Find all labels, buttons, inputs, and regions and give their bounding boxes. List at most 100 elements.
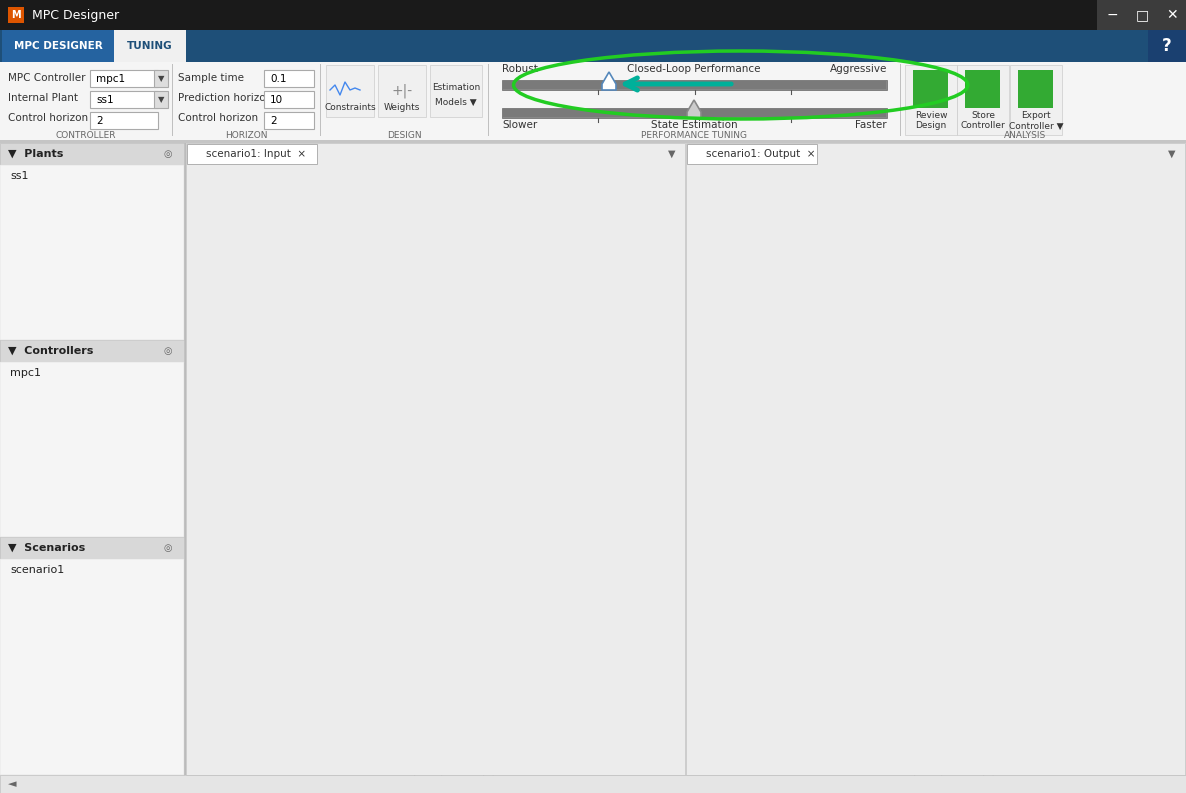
Text: ✕: ✕ [1166, 8, 1178, 22]
Text: 2: 2 [96, 116, 103, 126]
Polygon shape [602, 72, 616, 90]
Bar [264, 91, 314, 108]
Bar [0, 362, 184, 537]
Bar [2, 30, 114, 62]
Text: mpc1: mpc1 [96, 74, 126, 84]
Text: ss1: ss1 [96, 95, 114, 105]
Text: Weights: Weights [384, 104, 420, 113]
Text: ▼  Scenarios: ▼ Scenarios [8, 543, 85, 553]
Text: ss1: ss1 [9, 171, 28, 181]
Bar [0, 775, 1186, 793]
Bar [1127, 0, 1158, 30]
X-axis label: Time (seconds): Time (seconds) [407, 775, 497, 787]
Bar [1158, 0, 1186, 30]
Legend: mpc1: mpc1 [585, 225, 663, 247]
Text: HORIZON: HORIZON [225, 132, 267, 140]
Text: ▼: ▼ [158, 95, 164, 105]
X-axis label: Time (seconds): Time (seconds) [906, 775, 996, 787]
Text: scenario1: Input  ×: scenario1: Input × [206, 149, 306, 159]
Bar [114, 30, 186, 62]
Text: Prediction horizon: Prediction horizon [178, 93, 273, 103]
Bar [184, 143, 186, 775]
Text: Control horizon: Control horizon [8, 113, 88, 123]
Bar [264, 70, 314, 87]
Bar [186, 143, 686, 775]
Text: M: M [11, 10, 21, 20]
Text: TUNING: TUNING [127, 41, 173, 51]
Bar [0, 30, 1186, 62]
Text: 0.1: 0.1 [270, 74, 287, 84]
Bar [431, 65, 482, 117]
Text: Aggressive: Aggressive [830, 64, 887, 74]
Text: ▼  Controllers: ▼ Controllers [8, 346, 94, 356]
Bar [913, 70, 948, 108]
Bar [154, 91, 168, 108]
Bar [154, 70, 168, 87]
Text: Controller: Controller [961, 121, 1006, 131]
Text: PERFORMANCE TUNING: PERFORMANCE TUNING [640, 132, 747, 140]
Text: Robust: Robust [502, 64, 538, 74]
Title: Output Response (against internal plant): Output Response (against internal plant) [806, 205, 1096, 217]
Bar [0, 0, 1186, 30]
Legend: mpc1: mpc1 [1085, 225, 1163, 247]
Bar [90, 112, 158, 129]
Text: ANALYSIS: ANALYSIS [1003, 132, 1046, 140]
Text: Faster: Faster [855, 120, 887, 130]
Bar [905, 65, 957, 135]
Bar [0, 165, 184, 340]
Text: +|-: +|- [391, 84, 413, 98]
Bar [264, 112, 314, 129]
Bar [687, 144, 817, 164]
Text: −: − [1107, 8, 1118, 22]
Bar [0, 140, 1186, 143]
Text: ◎: ◎ [164, 149, 172, 159]
Text: Export: Export [1021, 112, 1051, 121]
Bar [0, 559, 184, 775]
Y-axis label: y1: y1 [689, 472, 703, 485]
Bar [1018, 70, 1053, 108]
Text: CONTROLLER: CONTROLLER [56, 132, 116, 140]
Text: mpc1: mpc1 [9, 368, 42, 378]
Text: ▼  Plants: ▼ Plants [8, 149, 63, 159]
Bar [965, 70, 1000, 108]
Text: Closed-Loop Performance: Closed-Loop Performance [627, 64, 760, 74]
Bar [8, 7, 24, 23]
Text: Design: Design [916, 121, 946, 131]
Text: Slower: Slower [502, 120, 537, 130]
Bar [326, 65, 374, 117]
Text: Constraints: Constraints [324, 104, 376, 113]
Text: State Estimation: State Estimation [651, 120, 738, 130]
Text: ▼: ▼ [668, 149, 676, 159]
Text: scenario1: Output  ×: scenario1: Output × [706, 149, 816, 159]
Text: ◄: ◄ [8, 779, 17, 789]
Text: Estimation: Estimation [432, 83, 480, 93]
Text: MPC Designer: MPC Designer [32, 9, 119, 21]
Bar [1097, 0, 1127, 30]
Bar [0, 537, 184, 559]
Bar [1010, 65, 1061, 135]
Bar [503, 109, 886, 117]
Text: ▼: ▼ [1168, 149, 1175, 159]
Bar [90, 91, 158, 108]
Bar [378, 65, 426, 117]
Bar [502, 80, 887, 90]
Y-axis label: u1: u1 [189, 472, 204, 485]
Text: ◎: ◎ [164, 346, 172, 356]
Text: □: □ [1135, 8, 1148, 22]
Bar [187, 144, 317, 164]
Bar [0, 143, 184, 165]
Text: Sample time: Sample time [178, 73, 244, 83]
Text: ?: ? [1162, 37, 1172, 55]
Bar [1148, 30, 1186, 62]
Text: Internal Plant: Internal Plant [8, 93, 78, 103]
Text: 2: 2 [270, 116, 276, 126]
Text: Review: Review [914, 112, 948, 121]
Bar [502, 108, 887, 118]
Bar [0, 340, 184, 362]
Bar [90, 70, 158, 87]
Text: Control horizon: Control horizon [178, 113, 259, 123]
FancyArrowPatch shape [625, 78, 732, 90]
Text: Controller ▼: Controller ▼ [1009, 121, 1064, 131]
Text: ▼: ▼ [158, 75, 164, 83]
Text: 10: 10 [270, 95, 283, 105]
